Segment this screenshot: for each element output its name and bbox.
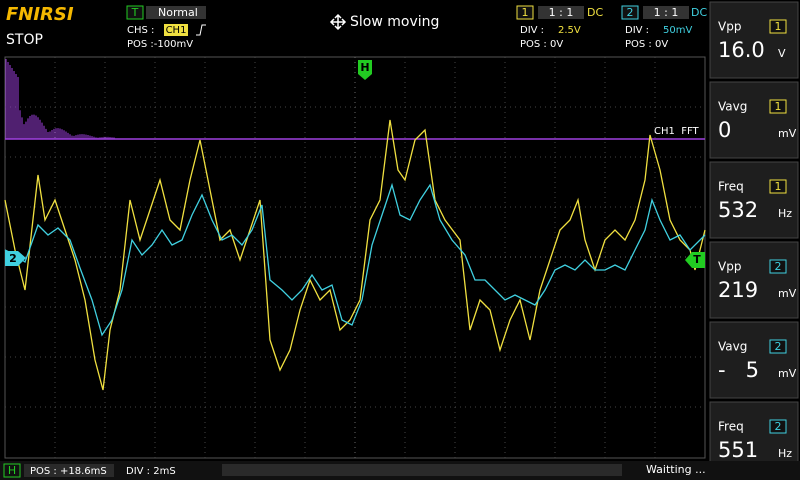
measurement-channel-box xyxy=(769,99,787,114)
ch1-badge: 1 xyxy=(522,6,529,19)
footer-scroll xyxy=(222,464,622,476)
measurement-label: Vpp xyxy=(718,260,741,274)
trigger-marker: T xyxy=(693,253,701,266)
measurement-channel: 2 xyxy=(775,340,782,353)
brand: FNIRSI xyxy=(6,4,74,25)
ch2-coupling: DC xyxy=(691,6,707,19)
footer-badge: H xyxy=(8,464,16,477)
measurement-unit: mV xyxy=(778,367,797,380)
measurement-channel-box xyxy=(769,259,787,274)
measurement-label: Vavg xyxy=(718,100,747,114)
footer-status: Waitting ... xyxy=(646,463,706,476)
measurement-channel: 2 xyxy=(775,420,782,433)
ch1-div-label: DIV : xyxy=(520,25,544,36)
ch2-div-label: DIV : xyxy=(625,25,649,36)
trigger-source: CH1 xyxy=(166,25,187,36)
measurement-box xyxy=(709,241,799,319)
measurement-box xyxy=(709,321,799,399)
fft-spectrum xyxy=(5,59,115,139)
measurement-box xyxy=(709,1,799,79)
trigger-source-label: CHS : xyxy=(127,25,154,36)
h-marker: H xyxy=(360,61,369,74)
trigger-source-box xyxy=(164,24,188,36)
ch1-pos: POS : 0V xyxy=(520,39,563,50)
measurement-label: Vpp xyxy=(718,20,741,34)
ch1-div: 2.5V xyxy=(558,25,581,36)
measurement-channel-box xyxy=(769,419,787,434)
fft-label: CH1 FFT xyxy=(654,126,700,137)
measurement-channel-box xyxy=(769,179,787,194)
trigger-pos: POS :-100mV xyxy=(127,39,193,50)
measurement-box xyxy=(709,161,799,239)
ch2-marker: 2 xyxy=(9,252,17,265)
measurement-label: Freq xyxy=(718,180,744,194)
measurement-channel: 1 xyxy=(775,100,782,113)
measurement-value: 532 xyxy=(718,198,758,222)
measurement-label: Vavg xyxy=(718,340,747,354)
ch2-pos: POS : 0V xyxy=(625,39,668,50)
move-icon xyxy=(329,13,347,31)
measurement-channel-box xyxy=(769,339,787,354)
measurement-label: Freq xyxy=(718,420,744,434)
measurement-channel: 2 xyxy=(775,260,782,273)
footer-pos-box xyxy=(24,464,114,477)
trigger-mode: Normal xyxy=(158,6,198,19)
measurement-value: 219 xyxy=(718,278,758,302)
ch2-marker-shape xyxy=(5,251,26,266)
ch2-probe-box xyxy=(643,6,689,19)
ch1-badge-box xyxy=(516,5,534,20)
measurement-unit: V xyxy=(778,47,786,60)
ch1-coupling: DC xyxy=(587,6,603,19)
trigger-mode-box xyxy=(146,6,206,19)
footer-badge-box xyxy=(3,463,21,478)
ch1-probe: 1 : 1 xyxy=(549,6,574,19)
trigger-marker-shape xyxy=(685,252,705,268)
h-marker-shape xyxy=(358,60,372,80)
measurement-channel-box xyxy=(769,19,787,34)
ch2-badge: 2 xyxy=(627,6,634,19)
measurement-value: - 5 xyxy=(718,358,759,382)
measurement-unit: mV xyxy=(778,127,797,140)
measurement-value: 0 xyxy=(718,118,731,142)
measurement-channel: 1 xyxy=(775,180,782,193)
ch1-probe-box xyxy=(538,6,584,19)
ch2-badge-box xyxy=(621,5,639,20)
footer-div: DIV : 2mS xyxy=(126,466,176,477)
measurement-unit: Hz xyxy=(778,447,792,460)
ch2-trace xyxy=(4,182,706,337)
ch2-probe: 1 : 1 xyxy=(654,6,679,19)
trigger-badge-box xyxy=(126,5,144,20)
trigger-badge: T xyxy=(131,6,139,19)
measurement-unit: Hz xyxy=(778,207,792,220)
mode-text: Slow moving xyxy=(350,14,439,30)
measurement-box xyxy=(709,81,799,159)
measurement-channel: 1 xyxy=(775,20,782,33)
measurement-value: 551 xyxy=(718,438,758,462)
measurement-unit: mV xyxy=(778,287,797,300)
ch2-div: 50mV xyxy=(663,25,692,36)
footer-pos: POS : +18.6mS xyxy=(30,466,107,477)
trigger-edge-icon xyxy=(196,24,206,36)
run-status: STOP xyxy=(6,32,43,48)
measurement-value: 16.0 xyxy=(718,38,765,62)
